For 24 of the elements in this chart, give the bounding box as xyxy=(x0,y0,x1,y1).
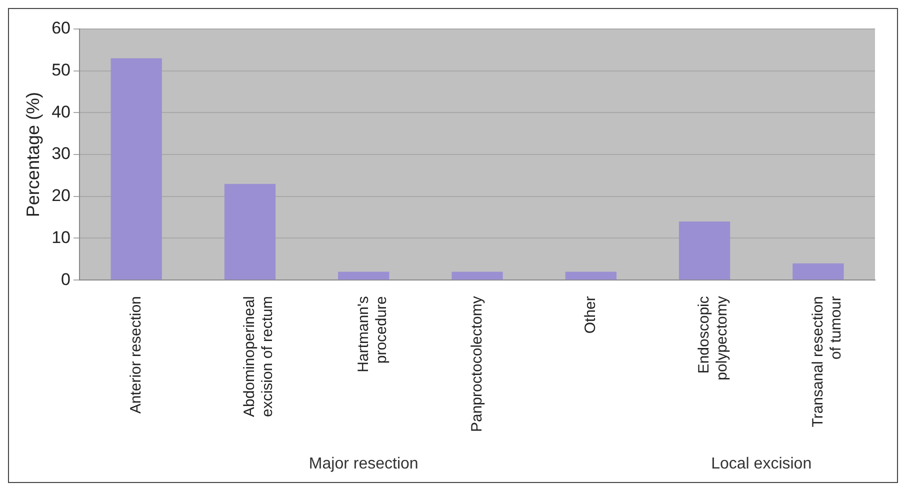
text: Major resection xyxy=(308,455,418,472)
bar xyxy=(338,272,390,280)
y-tick-label: 40 xyxy=(52,102,71,122)
y-tick-label: 60 xyxy=(52,18,71,38)
bar xyxy=(565,272,616,280)
y-axis-title: Percentage (%) xyxy=(22,92,43,218)
x-tick-label: Endoscopic polypectomy xyxy=(696,296,731,380)
x-tick-label: Panproctocolectomy xyxy=(468,296,486,432)
y-tick-label: 30 xyxy=(52,144,71,164)
text: Local excision xyxy=(711,455,812,472)
bar xyxy=(452,272,503,280)
y-tick-label: 10 xyxy=(52,228,71,247)
x-tick-label: Transanal resection of tumour xyxy=(809,296,844,428)
y-tick-label: 0 xyxy=(61,270,71,289)
x-tick-label: Other xyxy=(582,296,600,334)
x-tick-label: Hartmann's procedure xyxy=(354,296,390,372)
y-tick-label: 50 xyxy=(52,60,71,80)
bar xyxy=(678,222,730,280)
bar xyxy=(224,184,276,280)
bar xyxy=(110,58,162,280)
bar xyxy=(792,263,844,280)
y-tick-label: 20 xyxy=(52,186,71,206)
x-tick-label: Anterior resection xyxy=(127,296,144,414)
x-tick-label: Abdominoperineal excision of rectum xyxy=(241,296,276,418)
